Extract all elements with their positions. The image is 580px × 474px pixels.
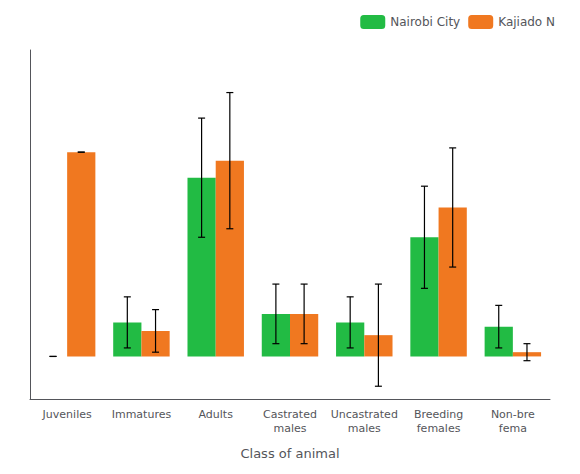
svg-text:Kajiado N: Kajiado N: [498, 15, 555, 29]
svg-text:fema: fema: [499, 422, 527, 435]
svg-text:males: males: [273, 422, 306, 435]
svg-text:Immatures: Immatures: [112, 408, 172, 421]
svg-text:Class of animal: Class of animal: [240, 446, 339, 461]
svg-text:Non-bre: Non-bre: [491, 408, 535, 421]
svg-text:Castrated: Castrated: [263, 408, 317, 421]
svg-text:males: males: [348, 422, 381, 435]
svg-text:Breeding: Breeding: [414, 408, 463, 421]
svg-text:Uncastrated: Uncastrated: [331, 408, 398, 421]
svg-text:Adults: Adults: [199, 408, 234, 421]
svg-text:Juveniles: Juveniles: [42, 408, 92, 421]
svg-text:females: females: [417, 422, 461, 435]
svg-text:Nairobi City: Nairobi City: [390, 15, 460, 29]
